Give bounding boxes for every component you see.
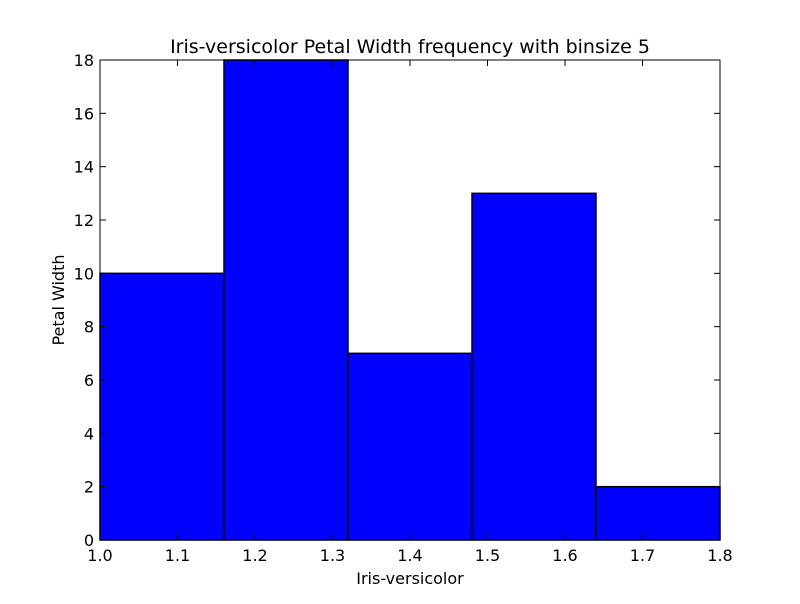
chart-title: Iris-versicolor Petal Width frequency wi… [170, 36, 650, 58]
x-tick-label: 1.1 [165, 546, 190, 565]
x-axis-label: Iris-versicolor [356, 569, 464, 588]
x-tick-label: 1.4 [397, 546, 422, 565]
x-tick-label: 1.2 [242, 546, 267, 565]
y-tick-label: 4 [84, 424, 94, 443]
histogram-bar-1 [99, 272, 225, 541]
x-tick-label: 1.5 [475, 546, 500, 565]
x-tick-label: 1.3 [320, 546, 345, 565]
y-tick-label: 14 [74, 158, 94, 177]
y-tick-label: 0 [84, 531, 94, 550]
ticks-layer: 1.0 1.1 1.2 1.3 1.4 1.5 1.6 1.7 1.8 0 2 4 6 8 10 12 14 16… [74, 51, 733, 565]
y-tick-label: 18 [74, 51, 94, 70]
histogram-bar-4 [471, 192, 597, 541]
y-tick-label: 16 [74, 104, 94, 123]
histogram-bar-3 [347, 352, 473, 541]
y-tick-label: 10 [74, 264, 94, 283]
y-axis-label: Petal Width [49, 254, 68, 345]
bars-layer [99, 59, 721, 541]
x-tick-label: 1.8 [707, 546, 732, 565]
histogram-bar-2 [223, 59, 349, 541]
y-tick-label: 12 [74, 211, 94, 230]
x-tick-label: 1.6 [552, 546, 577, 565]
x-tick-label: 1.0 [87, 546, 112, 565]
y-tick-label: 2 [84, 478, 94, 497]
y-tick-label: 6 [84, 371, 94, 390]
y-tick-label: 8 [84, 318, 94, 337]
x-tick-label: 1.7 [630, 546, 655, 565]
histogram-bar-5 [595, 485, 721, 541]
